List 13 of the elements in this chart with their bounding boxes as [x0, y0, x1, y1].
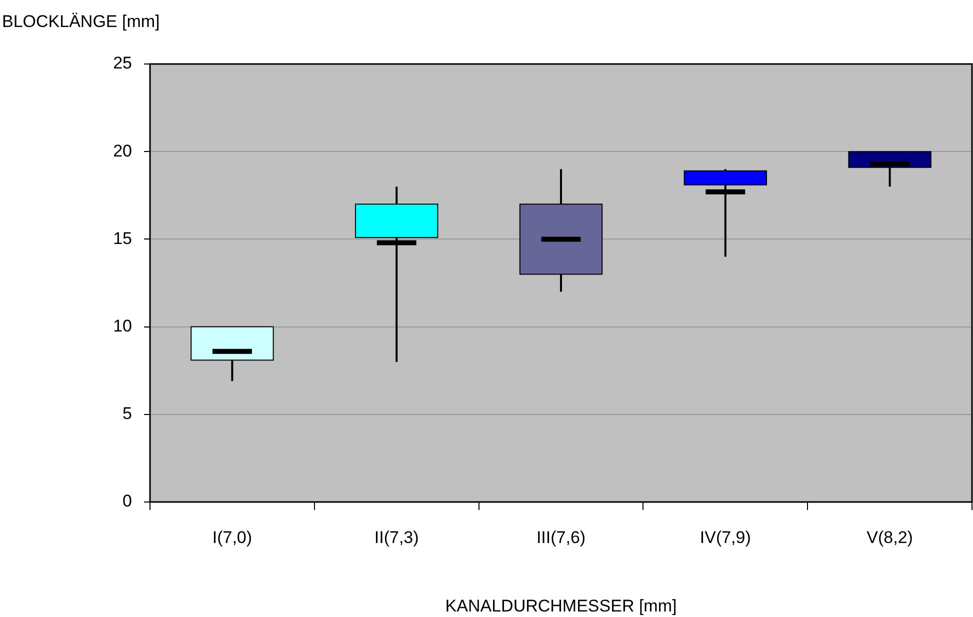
x-tick-label: V(8,2): [866, 528, 913, 547]
y-axis-title: BLOCKLÄNGE [mm]: [2, 12, 160, 32]
x-tick-label: I(7,0): [212, 528, 252, 547]
y-tick-label: 20: [113, 141, 132, 160]
x-tick-label: II(7,3): [374, 528, 419, 547]
y-tick-label: 10: [113, 316, 132, 336]
y-tick-label: 5: [122, 404, 132, 424]
y-tick-label: 15: [113, 228, 132, 248]
x-axis-title: KANALDURCHMESSER [mm]: [445, 596, 677, 616]
y-tick-label: 0: [122, 492, 132, 511]
y-tick-label: 25: [113, 54, 132, 73]
x-tick-label: III(7,6): [536, 528, 586, 547]
x-tick-label: IV(7,9): [700, 528, 751, 547]
